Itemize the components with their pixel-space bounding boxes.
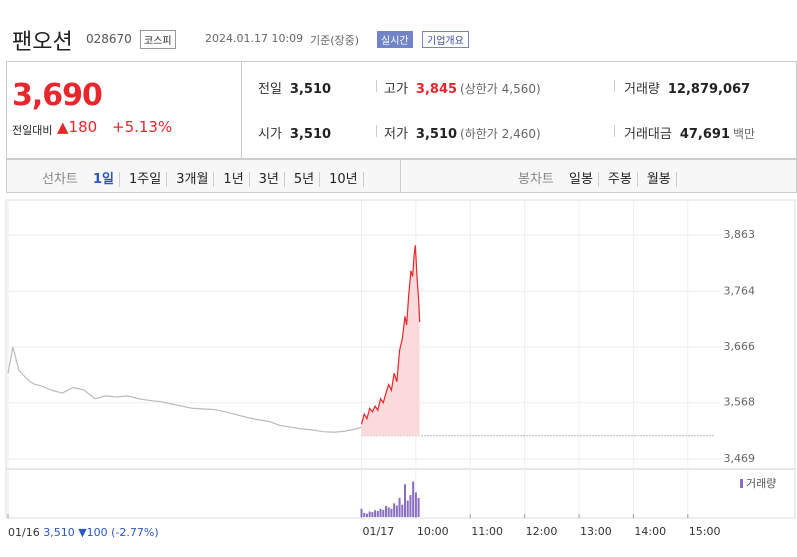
volume-bar	[412, 481, 415, 517]
tab[interactable]: 1년	[218, 172, 250, 187]
x-tick-label: 14:00	[634, 525, 666, 538]
area	[361, 245, 420, 436]
realtime-button[interactable]: 실시간	[377, 31, 413, 48]
stat-value: 3,845	[415, 82, 458, 97]
stock-code: 028670	[86, 32, 132, 46]
x-tick-label: 13:00	[580, 525, 612, 538]
stat-label: 전일	[258, 82, 282, 97]
y-tick-label: 3,666	[724, 340, 756, 353]
stat-sep	[376, 125, 377, 137]
stat-note: (하한가 2,460)	[460, 127, 541, 141]
volume-bar	[393, 503, 396, 517]
x-tick-label: 15:00	[689, 525, 721, 538]
stock-name: 팬오션	[12, 30, 73, 55]
volume-bar	[404, 484, 407, 517]
stat-sep	[376, 80, 377, 92]
x-tick-label: 01/17	[363, 525, 395, 538]
y-tick-label: 3,764	[724, 284, 756, 297]
stat: 시가 3,510	[258, 123, 331, 142]
tab-divider	[400, 159, 401, 192]
stat: 거래량 12,879,067	[624, 78, 750, 97]
volume-bar	[409, 495, 412, 517]
tab[interactable]: 5년	[288, 172, 321, 187]
candle-tabs: 일봉 주봉 월봉	[564, 168, 681, 187]
stat-sep	[614, 125, 615, 137]
volume-bar	[384, 506, 387, 517]
tab[interactable]: 3개월	[171, 172, 215, 187]
stat: 전일 3,510	[258, 78, 331, 97]
tab[interactable]: 10년	[324, 172, 364, 187]
x-tick-label: 10:00	[417, 525, 449, 538]
change-pct: +5.13%	[112, 118, 173, 136]
volume-bar	[363, 512, 366, 517]
volume-bar	[395, 505, 398, 517]
legend-swatch	[740, 479, 743, 488]
line-label: 선차트	[42, 172, 78, 187]
tab[interactable]: 월봉	[641, 172, 677, 187]
stat: 저가 3,510 (하한가 2,460)	[384, 123, 541, 142]
change: ▲180	[57, 118, 98, 136]
datetime: 2024.01.17 10:09	[205, 32, 304, 45]
tab[interactable]: 3년	[253, 172, 285, 187]
stat-value: 3,510	[289, 127, 332, 142]
volume-bar	[368, 511, 371, 517]
tab[interactable]: 1주일	[124, 172, 168, 187]
stat-label: 저가	[384, 127, 408, 142]
price-box	[6, 61, 242, 159]
stat-note: (상한가 4,560)	[460, 82, 541, 96]
stat: 고가 3,845 (상한가 4,560)	[384, 78, 541, 97]
footer-change: ▼100	[78, 526, 108, 539]
volume-bar	[371, 512, 374, 517]
footer-pct: (-2.77%)	[111, 526, 159, 539]
volume-bar	[382, 509, 385, 517]
footer: 01/16 3,510 ▼100 (-2.77%)	[8, 526, 159, 539]
volume-bar	[390, 508, 393, 517]
volume-bar	[376, 510, 379, 517]
tab-bar	[6, 159, 797, 193]
price-line	[7, 346, 362, 433]
candle-label: 봉차트	[518, 172, 554, 187]
tab[interactable]: 1일	[88, 172, 121, 187]
volume-bar	[414, 492, 417, 517]
stat-label: 거래대금	[624, 127, 672, 142]
y-tick-label: 3,469	[724, 452, 756, 465]
volume-bar	[417, 497, 420, 517]
y-tick-label: 3,863	[724, 228, 756, 241]
volume-bar	[374, 510, 377, 517]
volume-bar	[379, 508, 382, 517]
stat-label: 시가	[258, 127, 282, 142]
price-line	[360, 245, 421, 425]
line-tabs: 1일 1주일 3개월 1년 3년 5년 10년	[88, 168, 368, 187]
change-label: 전일대비	[12, 124, 53, 137]
company-button[interactable]: 기업개요	[422, 31, 469, 48]
plot-frame	[5, 199, 796, 519]
stat-note: 백만	[733, 127, 756, 141]
price: 3,690	[12, 78, 103, 113]
stat: 거래대금 47,691 백만	[624, 123, 755, 142]
y-tick-label: 3,568	[724, 396, 756, 409]
footer-close: 3,510	[43, 526, 75, 539]
x-tick-label: 11:00	[471, 525, 503, 538]
volume-bar	[406, 500, 409, 517]
footer-date: 01/16	[8, 526, 40, 539]
basis: 기준(장중)	[310, 34, 360, 47]
stat-value: 47,691	[679, 127, 731, 142]
market-badge: 코스피	[140, 30, 176, 49]
stat-label: 고가	[384, 82, 408, 97]
volume-bar	[401, 504, 404, 517]
stat-label: 거래량	[624, 82, 660, 97]
stat-value: 3,510	[415, 127, 458, 142]
x-tick-label: 12:00	[526, 525, 558, 538]
stat-value: 3,510	[289, 82, 332, 97]
stat-sep	[614, 80, 615, 92]
stat-value: 12,879,067	[667, 82, 751, 97]
legend-label: 거래량	[746, 477, 776, 490]
volume-bar	[398, 497, 401, 517]
tab[interactable]: 주봉	[602, 172, 638, 187]
volume-bar	[387, 507, 390, 517]
volume-bar	[365, 513, 368, 517]
volume-bar	[360, 508, 363, 517]
tab[interactable]: 일봉	[564, 172, 599, 187]
